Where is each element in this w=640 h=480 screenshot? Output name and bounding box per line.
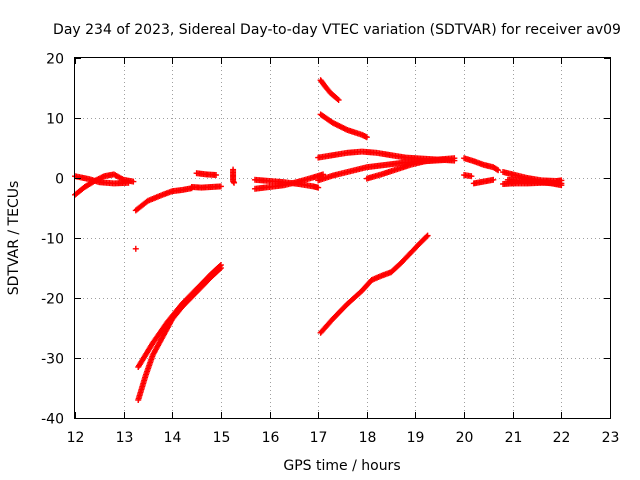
y-tick-label: -10 [41,232,64,248]
data-point [495,167,502,174]
x-tick-label: 23 [602,430,620,446]
x-axis-label: GPS time / hours [283,458,400,474]
data-point [125,179,132,186]
data-point [423,233,430,240]
data-point [493,166,500,173]
x-tick-label: 20 [456,430,474,446]
y-axis-label: SDTVAR / TECUs [6,181,22,296]
data-point [315,184,322,191]
plot-frame [74,57,611,419]
data-point [334,96,341,102]
chart-title: Day 234 of 2023, Sidereal Day-to-day VTE… [53,22,621,38]
x-tick-label: 19 [407,430,425,446]
data-point [132,245,139,252]
x-tick-label: 16 [262,430,280,446]
x-tick-label: 21 [505,430,523,446]
x-tick-label: 17 [310,430,328,446]
y-tick-label: -30 [41,352,64,368]
data-point [216,266,223,272]
x-tick-label: 22 [553,430,571,446]
data-point [217,183,224,190]
data-point [468,173,475,180]
data-point [213,172,220,178]
data-point [335,97,342,103]
grid [75,58,610,418]
data-point [363,134,370,141]
data-point [558,182,565,189]
y-tick-label: -20 [41,292,64,308]
data-point [424,232,431,239]
x-tick-label: 18 [359,430,377,446]
y-tick-label: 0 [55,172,64,188]
data-point [451,155,458,162]
data-point [490,176,497,183]
x-tick-label: 12 [67,430,85,446]
x-tick-label: 14 [164,430,182,446]
x-tick-label: 15 [213,430,231,446]
x-tick-label: 13 [116,430,134,446]
tick-labels: 12 13 14 15 16 17 18 19 20 21 22 23 -40 -30 -20 -10 0 10 2… [41,52,619,447]
y-tick-label: 20 [46,52,64,68]
data-point [130,178,137,185]
y-tick-label: 10 [46,112,64,128]
data-point [217,265,224,271]
y-tick-label: -40 [41,412,64,428]
data-points [72,77,565,403]
axis-ticks [75,58,611,419]
data-point [231,179,238,186]
